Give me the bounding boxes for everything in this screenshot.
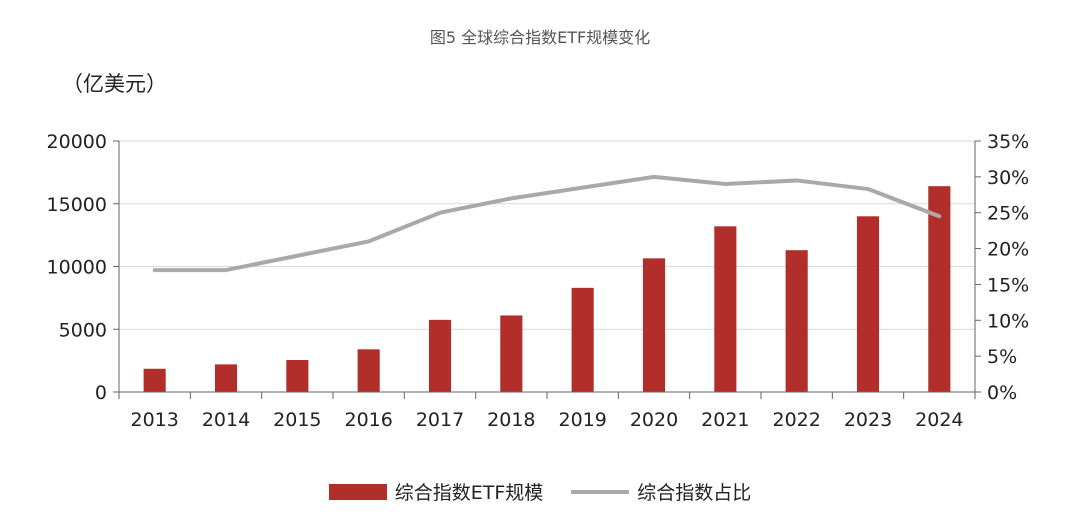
axes (113, 140, 981, 399)
y-axis-unit-label: （亿美元） (62, 72, 167, 96)
bar (214, 364, 238, 392)
bar (714, 226, 737, 392)
legend-label-line: 综合指数占比 (637, 482, 752, 504)
line-point (154, 269, 156, 271)
y-left-tick-label: 10000 (47, 257, 107, 279)
y-right-tick-label: 0% (987, 382, 1017, 404)
x-tick-label: 2021 (701, 409, 749, 431)
bar (785, 250, 808, 392)
line-point (653, 176, 655, 178)
line-point (867, 188, 869, 190)
x-tick-label: 2023 (844, 409, 892, 431)
y-right-tick-label: 5% (987, 346, 1017, 368)
line-point (938, 215, 940, 217)
x-tick-label: 2014 (202, 409, 250, 431)
tick-labels: 0 5000 10000 15000 20000 0% 5% 10% 15% 20% 25% 30% 3… (47, 131, 1030, 431)
x-tick-label: 2017 (416, 409, 464, 431)
y-right-tick-label: 35% (987, 131, 1029, 153)
y-right-tick-label: 10% (987, 310, 1029, 332)
y-left-tick-label: 0 (95, 382, 107, 404)
line-point (582, 187, 584, 189)
bar (856, 216, 880, 392)
legend-item-bar: 综合指数ETF规模 (328, 478, 544, 505)
legend-swatch-line (571, 489, 630, 494)
bar (143, 368, 166, 392)
bar-series (143, 186, 951, 392)
line-series (152, 174, 942, 273)
bar (286, 359, 309, 392)
x-tick-label: 2019 (558, 409, 606, 431)
legend-swatch-bar (328, 483, 387, 500)
bar (571, 287, 594, 392)
x-tick-label: 2018 (487, 409, 535, 431)
x-tick-label: 2015 (273, 409, 321, 431)
line-point (510, 197, 512, 199)
y-right-tick-label: 20% (987, 239, 1029, 261)
x-tick-label: 2016 (344, 409, 392, 431)
bar (642, 258, 666, 392)
x-tick-label: 2024 (915, 409, 963, 431)
legend: 综合指数ETF规模 综合指数占比 (0, 478, 1080, 505)
legend-item-line: 综合指数占比 (571, 478, 751, 505)
x-tick-label: 2020 (630, 409, 678, 431)
share-line (152, 174, 942, 273)
grid-lines (119, 140, 975, 330)
bar (928, 186, 951, 392)
chart: 0 5000 10000 15000 20000 0% 5% 10% 15% 20% 25% 30% 3… (47, 131, 1030, 431)
y-left-tick-label: 20000 (47, 131, 107, 153)
y-left-tick-label: 5000 (59, 319, 107, 341)
bar (500, 315, 523, 392)
line-point (296, 255, 298, 257)
line-point (439, 212, 441, 214)
line-point (225, 269, 227, 271)
line-point (724, 183, 726, 185)
y-right-tick-label: 15% (987, 274, 1029, 296)
legend-label-bar: 综合指数ETF规模 (394, 482, 544, 504)
line-point (368, 240, 370, 242)
chart-title: 图5 全球综合指数ETF规模变化 (429, 28, 651, 47)
bar (428, 319, 452, 392)
y-right-tick-label: 30% (987, 167, 1029, 189)
x-tick-label: 2013 (130, 409, 178, 431)
x-tick-label: 2022 (772, 409, 820, 431)
bar (357, 349, 380, 392)
line-point (796, 179, 798, 181)
y-left-tick-label: 15000 (47, 194, 107, 216)
y-right-tick-label: 25% (987, 203, 1029, 225)
